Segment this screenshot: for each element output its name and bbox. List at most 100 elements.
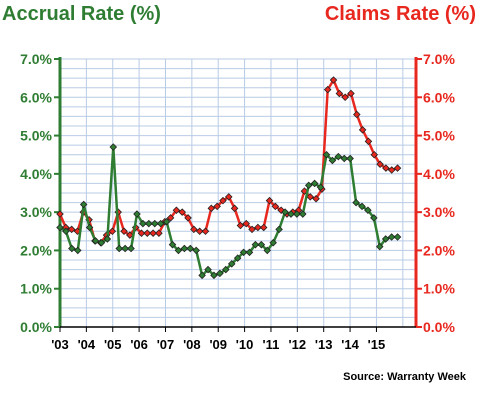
accrual-point	[299, 210, 307, 218]
x-tick-label: '05	[104, 337, 122, 352]
claims-point	[201, 227, 210, 236]
x-tick-label: '15	[368, 337, 386, 352]
x-tick-label: '08	[183, 337, 201, 352]
accrual-point	[304, 181, 313, 190]
accrual-point	[210, 271, 218, 280]
accrual-point	[239, 248, 248, 257]
left-tick-label: 0.0%	[20, 319, 52, 335]
claims-point	[271, 202, 280, 211]
claims-line	[58, 78, 398, 245]
claims-point	[149, 229, 157, 237]
claims-point	[248, 225, 256, 234]
accrual-point	[103, 235, 112, 243]
claims-point	[306, 193, 315, 201]
accrual-point	[62, 227, 70, 236]
left-tick-label: 2.0%	[20, 242, 52, 258]
right-tick-label: 0.0%	[423, 319, 455, 335]
claims-point	[382, 164, 390, 172]
claims-point	[242, 219, 250, 228]
left-tick-label: 4.0%	[20, 166, 52, 182]
claims-point	[195, 227, 204, 236]
accrual-point	[127, 244, 135, 253]
right-tick-label: 2.0%	[423, 242, 455, 258]
accrual-point	[168, 240, 177, 249]
accrual-point	[364, 206, 372, 214]
claims-point	[225, 193, 233, 201]
left-axis-ticks: 0.0% 1.0% 2.0% 3.0% 4.0% 5.0% 6.0% 7.0%	[20, 51, 60, 335]
accrual-point	[293, 210, 301, 218]
claims-point	[184, 214, 192, 222]
claims-point	[329, 76, 338, 84]
accrual-point	[340, 154, 349, 163]
accrual-point	[251, 240, 260, 249]
accrual-point	[245, 248, 254, 257]
claims-point	[312, 194, 320, 203]
accrual-point	[115, 244, 123, 253]
claims-point	[353, 110, 361, 119]
claims-point	[393, 164, 402, 172]
accrual-point	[198, 271, 206, 280]
left-tick-label: 6.0%	[20, 89, 52, 105]
x-tick-label: '14	[341, 337, 359, 352]
left-axis-title: Accrual Rate (%)	[2, 3, 161, 25]
accrual-point	[233, 254, 242, 262]
accrual-point	[174, 246, 183, 255]
left-tick-label: 3.0%	[20, 204, 52, 220]
accrual-point	[370, 214, 378, 222]
claims-point	[172, 206, 181, 214]
accrual-point	[68, 244, 76, 253]
accrual-point	[257, 240, 266, 249]
accrual-point	[79, 200, 88, 209]
claims-point	[370, 150, 379, 159]
right-tick-label: 7.0%	[423, 51, 455, 67]
accrual-point	[97, 239, 106, 247]
right-axis-title: Claims Rate (%)	[324, 3, 476, 25]
claims-point	[190, 225, 198, 234]
claims-point	[341, 93, 349, 102]
accrual-point	[133, 210, 141, 218]
claims-point	[213, 202, 221, 211]
accrual-point	[222, 265, 230, 274]
claims-point	[143, 229, 152, 237]
accrual-point	[204, 265, 212, 274]
series-layer	[56, 76, 402, 280]
x-tick-label: '07	[157, 337, 175, 352]
accrual-point	[334, 152, 343, 161]
accrual-point	[91, 237, 100, 245]
accrual-point	[381, 235, 390, 243]
accrual-point	[227, 260, 236, 268]
claims-point	[335, 89, 344, 98]
accrual-point	[322, 150, 331, 159]
claims-point	[155, 229, 163, 237]
left-tick-label: 7.0%	[20, 51, 52, 67]
x-tick-label: '06	[130, 337, 148, 352]
right-axis-ticks: 0.0% 1.0% 2.0% 3.0% 4.0% 5.0% 6.0% 7.0%	[416, 51, 455, 335]
source-note: Source: Warranty Week	[343, 371, 466, 383]
claims-point	[265, 196, 274, 205]
x-tick-label: '13	[315, 337, 333, 352]
accrual-point	[346, 154, 354, 163]
x-tick-label: '04	[78, 337, 96, 352]
accrual-point	[192, 246, 200, 255]
right-tick-label: 5.0%	[423, 128, 455, 144]
accrual-point	[393, 233, 402, 241]
accrual-point	[156, 219, 165, 228]
claims-point	[137, 229, 146, 237]
claims-point	[56, 210, 64, 218]
accrual-point	[376, 242, 384, 251]
right-tick-label: 4.0%	[423, 166, 455, 182]
right-tick-label: 1.0%	[423, 281, 455, 297]
claims-point	[67, 225, 76, 234]
accrual-point	[145, 219, 153, 228]
accrual-point	[73, 246, 82, 255]
accrual-point	[109, 143, 118, 151]
axes	[58, 57, 418, 328]
accrual-point	[85, 223, 94, 232]
right-tick-label: 6.0%	[423, 89, 455, 105]
accrual-point	[180, 244, 189, 253]
accrual-point	[186, 244, 195, 253]
accrual-point	[275, 225, 283, 234]
accrual-point	[139, 219, 147, 228]
accrual-point	[328, 156, 337, 165]
